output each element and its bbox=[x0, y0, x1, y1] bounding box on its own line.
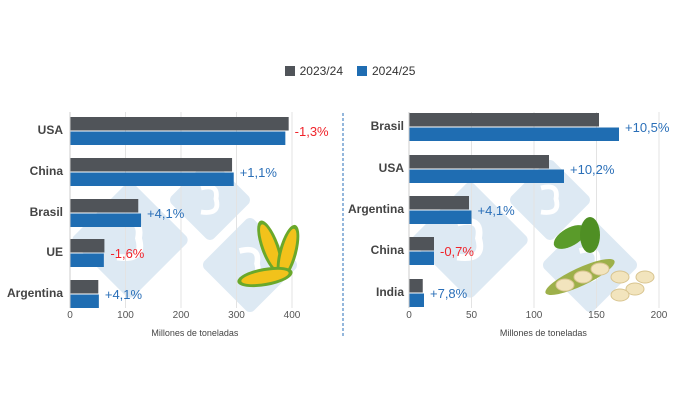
legend-swatch bbox=[284, 66, 295, 76]
x-tick-label: 100 bbox=[117, 310, 134, 321]
data-label: +7,8% bbox=[430, 286, 468, 301]
chart-soybean: 0 50 100 150 200 Millones de toneladas Brasil +… bbox=[348, 112, 670, 338]
x-tick-label: 100 bbox=[526, 310, 543, 321]
x-tick-label: 0 bbox=[406, 310, 412, 321]
bar-2023-24 bbox=[70, 280, 99, 294]
soy-bean bbox=[590, 262, 610, 276]
category-label: Brasil bbox=[371, 119, 404, 133]
x-tick-label: 150 bbox=[588, 310, 605, 321]
bar-2023-24 bbox=[409, 279, 423, 293]
category-label: USA bbox=[379, 161, 405, 175]
bar-2024-25 bbox=[70, 213, 142, 227]
corn-cob bbox=[241, 269, 289, 285]
bar-2023-24 bbox=[70, 239, 105, 253]
legend-item-2024[interactable]: 2024/25 bbox=[357, 64, 415, 78]
chart-corn: 0 100 200 300 400 Millones de toneladas USA -1,… bbox=[7, 112, 329, 338]
x-axis-title: Millones de toneladas bbox=[500, 328, 588, 338]
x-tick-label: 300 bbox=[228, 310, 245, 321]
legend-label: 2023/24 bbox=[299, 64, 343, 78]
bar-2024-25 bbox=[70, 253, 104, 267]
bar-2024-25 bbox=[409, 251, 434, 265]
x-axis-title: Millones de toneladas bbox=[151, 328, 239, 338]
bar-2024-25 bbox=[409, 210, 472, 224]
soy-leaf bbox=[553, 225, 587, 249]
category-label: China bbox=[30, 164, 64, 178]
category-label: China bbox=[371, 243, 405, 257]
data-label: -0,7% bbox=[440, 244, 474, 259]
soy-bean bbox=[625, 282, 645, 296]
bar-2023-24 bbox=[409, 155, 549, 169]
x-tick-label: 200 bbox=[173, 310, 190, 321]
bar-2024-25 bbox=[70, 294, 99, 308]
category-label: Brasil bbox=[30, 205, 63, 219]
x-tick-label: 50 bbox=[466, 310, 478, 321]
x-tick-label: 200 bbox=[651, 310, 668, 321]
data-label: +10,2% bbox=[570, 162, 615, 177]
bar-2023-24 bbox=[70, 199, 139, 213]
category-label: Argentina bbox=[7, 286, 63, 300]
x-tick-label: 400 bbox=[284, 310, 301, 321]
legend-label: 2024/25 bbox=[372, 64, 416, 78]
bar-2024-25 bbox=[409, 293, 424, 307]
watermark-glyph bbox=[200, 184, 220, 215]
soy-bean bbox=[573, 270, 593, 284]
bar-2023-24 bbox=[409, 237, 434, 251]
watermark-glyph bbox=[540, 184, 560, 215]
category-label: USA bbox=[38, 123, 64, 137]
data-label: +10,5% bbox=[625, 120, 670, 135]
data-label: +1,1% bbox=[240, 165, 278, 180]
legend-swatch bbox=[357, 66, 367, 76]
data-label: +4,1% bbox=[478, 203, 516, 218]
soy-leaf bbox=[580, 217, 600, 253]
bar-2024-25 bbox=[70, 172, 234, 186]
x-tick-label: 0 bbox=[67, 310, 73, 321]
soy-bean bbox=[635, 270, 655, 284]
category-label: India bbox=[376, 285, 404, 299]
soy-bean bbox=[555, 278, 575, 292]
data-label: +4,1% bbox=[105, 287, 143, 302]
category-label: Argentina bbox=[348, 202, 404, 216]
soy-bean bbox=[610, 288, 630, 302]
legend-item-2023[interactable]: 2023/24 bbox=[284, 64, 343, 78]
bar-2023-24 bbox=[409, 196, 469, 210]
data-label: +4,1% bbox=[147, 206, 185, 221]
corn-icon bbox=[237, 220, 300, 288]
data-label: -1,3% bbox=[295, 124, 329, 139]
corn-cob bbox=[260, 224, 280, 270]
legend: 2023/24 2024/25 bbox=[0, 64, 700, 78]
bar-2024-25 bbox=[409, 127, 619, 141]
bar-2024-25 bbox=[409, 169, 564, 183]
bar-2023-24 bbox=[70, 158, 233, 172]
corn-cob bbox=[279, 228, 297, 276]
bar-2023-24 bbox=[409, 113, 599, 127]
soy-bean bbox=[610, 270, 630, 284]
data-label: -1,6% bbox=[110, 246, 144, 261]
bar-2023-24 bbox=[70, 117, 289, 131]
bar-2024-25 bbox=[70, 131, 286, 145]
soybean-icon bbox=[545, 217, 655, 302]
category-label: UE bbox=[46, 245, 63, 259]
